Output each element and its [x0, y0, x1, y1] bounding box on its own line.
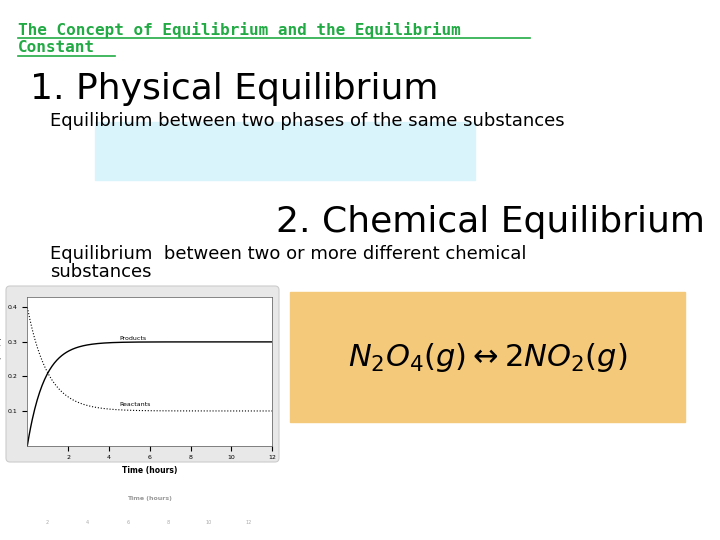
Text: 2. Chemical Equilibrium: 2. Chemical Equilibrium	[276, 205, 704, 239]
Text: Equilibrium  between two or more different chemical: Equilibrium between two or more differen…	[50, 245, 526, 263]
Text: Products: Products	[120, 336, 146, 341]
Text: Reactants: Reactants	[120, 402, 150, 407]
Y-axis label: Concentration (mol/L): Concentration (mol/L)	[0, 337, 2, 406]
Text: $N_2O_4(g) \leftrightarrow 2NO_2(g)$: $N_2O_4(g) \leftrightarrow 2NO_2(g)$	[348, 341, 628, 374]
FancyBboxPatch shape	[95, 122, 475, 180]
Text: 2: 2	[45, 520, 48, 525]
Text: 6: 6	[126, 520, 130, 525]
Text: 10: 10	[205, 520, 212, 525]
Text: 1. Physical Equilibrium: 1. Physical Equilibrium	[30, 72, 438, 106]
Text: Constant: Constant	[18, 40, 95, 55]
Text: Time (hours): Time (hours)	[127, 496, 172, 501]
Text: 12: 12	[246, 520, 252, 525]
Text: Equilibrium between two phases of the same substances: Equilibrium between two phases of the sa…	[50, 112, 564, 130]
Text: substances: substances	[50, 263, 151, 281]
FancyBboxPatch shape	[6, 286, 279, 462]
Text: 4: 4	[86, 520, 89, 525]
Text: The Concept of Equilibrium and the Equilibrium: The Concept of Equilibrium and the Equil…	[18, 22, 461, 38]
Text: 8: 8	[166, 520, 170, 525]
FancyBboxPatch shape	[290, 292, 685, 422]
X-axis label: Time (hours): Time (hours)	[122, 466, 177, 475]
